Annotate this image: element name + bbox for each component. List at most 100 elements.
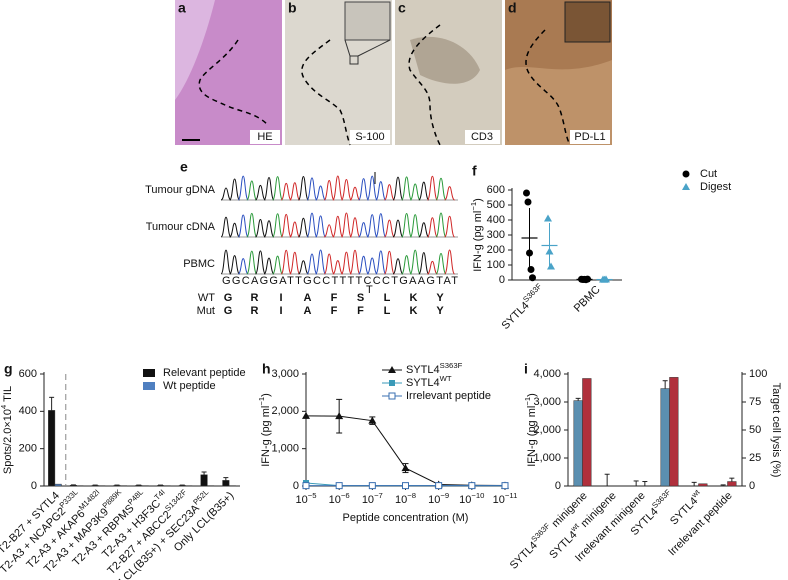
residue: F <box>331 305 338 317</box>
text-run: −11 <box>505 491 517 500</box>
text-run: ) <box>260 393 272 397</box>
marker <box>524 198 532 206</box>
chromatogram-peak <box>272 213 284 238</box>
marker <box>302 482 310 490</box>
residue: R <box>251 292 259 304</box>
chromatogram-peak <box>289 182 301 201</box>
marker <box>368 416 377 424</box>
y-tick-label: 500 <box>487 199 505 211</box>
marker <box>335 412 344 420</box>
boundary-line <box>198 39 269 126</box>
y-tick-label: 200 <box>487 244 505 256</box>
chromatogram-peak <box>427 260 438 275</box>
bar <box>222 480 230 487</box>
y-axis-title: IFN-g (pg ml−1) <box>469 198 484 272</box>
chromatogram-peak <box>349 186 361 201</box>
y-tick-label: 25 <box>749 452 761 464</box>
chromatogram-peak <box>255 184 266 201</box>
legend-marker <box>682 183 690 190</box>
chromatogram-peak <box>383 250 395 275</box>
chromatogram-peak <box>349 217 361 238</box>
chromatogram-peak <box>392 258 404 275</box>
chromatogram-peak <box>246 180 258 201</box>
residue: L <box>384 305 391 317</box>
residue: G <box>224 292 233 304</box>
text-run: −6 <box>341 491 350 500</box>
label-box <box>350 130 390 144</box>
chromatogram-peak <box>349 249 361 275</box>
chromatogram-peak <box>332 215 344 238</box>
chromatogram-peak <box>358 222 369 238</box>
bar <box>698 483 708 487</box>
chromatogram-peak <box>289 251 301 275</box>
marker <box>602 275 610 283</box>
stain-label: PD-L1 <box>574 131 605 143</box>
x-tick-label: SYTL4S363F <box>497 281 548 332</box>
chromatogram-peak <box>409 249 421 275</box>
text-run: ) <box>472 198 484 202</box>
track-label: Tumour gDNA <box>145 184 216 196</box>
boundary-line <box>408 24 441 146</box>
chromatogram-peak <box>418 222 430 238</box>
x-tick-label: 10−6 <box>329 491 350 506</box>
legend-label: Digest <box>700 181 731 193</box>
chromatogram-peak <box>366 214 378 238</box>
text-run: −1 <box>257 397 266 406</box>
chromatogram-peak <box>297 217 309 238</box>
panel-letter: d <box>508 0 517 16</box>
residue: G <box>224 305 233 317</box>
y-tick-label: 100 <box>749 368 767 380</box>
text-run: IFN-g (pg ml <box>526 406 538 467</box>
y-axis-title: IFN-g (pg ml−1) <box>523 393 538 467</box>
legend-marker <box>388 392 396 400</box>
boundary-line <box>525 29 571 146</box>
y-tick-label: 600 <box>19 368 37 380</box>
bar <box>54 483 62 487</box>
marker <box>523 189 530 197</box>
y-tick-label: 0 <box>499 274 505 286</box>
image-region <box>410 36 480 84</box>
text-run: SYTL4 <box>406 377 440 389</box>
chromatogram-peak <box>366 257 378 275</box>
chromatogram-peak <box>409 183 421 201</box>
marker <box>501 482 509 490</box>
marker <box>401 464 410 472</box>
y-tick-label: 0 <box>31 480 37 492</box>
chromatogram-peak <box>444 186 455 201</box>
chromatogram-peak <box>280 182 292 201</box>
chromatogram-peak <box>254 250 266 275</box>
y-tick-label: 75 <box>749 396 761 408</box>
inset-marker <box>349 55 359 65</box>
stain-label: S-100 <box>355 131 384 143</box>
text-run: −1 <box>469 202 478 211</box>
y-tick-label: 50 <box>749 424 761 436</box>
text-run: 10 <box>395 494 407 506</box>
bar <box>573 400 583 487</box>
text-run: −10 <box>471 491 484 500</box>
text-run: 10 <box>362 494 374 506</box>
chromatogram-peak <box>220 216 232 238</box>
panel-letter: b <box>288 0 297 16</box>
chromatogram-peak <box>323 253 335 275</box>
text-run: S363F <box>440 361 463 370</box>
chromatogram-peak <box>323 224 335 238</box>
chromatogram-peak <box>332 260 344 275</box>
residue: K <box>410 305 418 317</box>
legend-marker <box>682 170 690 178</box>
label-box <box>570 130 610 144</box>
text-run: P52L <box>191 487 211 507</box>
text-run: S1342F <box>163 487 189 513</box>
label-box <box>250 130 280 144</box>
text-run: −1 <box>523 397 532 406</box>
x-tick-label: 10−10 <box>459 491 484 506</box>
residue: L <box>384 292 391 304</box>
text-run: SYTL4 <box>406 364 440 376</box>
y-tick-label: 200 <box>19 443 37 455</box>
y-tick-label: 0 <box>555 480 561 492</box>
panel-letter: a <box>178 0 186 16</box>
text-run: 10 <box>329 494 341 506</box>
chromatogram-peak <box>280 213 292 238</box>
chromatogram-peak <box>401 255 413 275</box>
track-label: PBMC <box>183 258 215 270</box>
bar <box>669 377 679 487</box>
